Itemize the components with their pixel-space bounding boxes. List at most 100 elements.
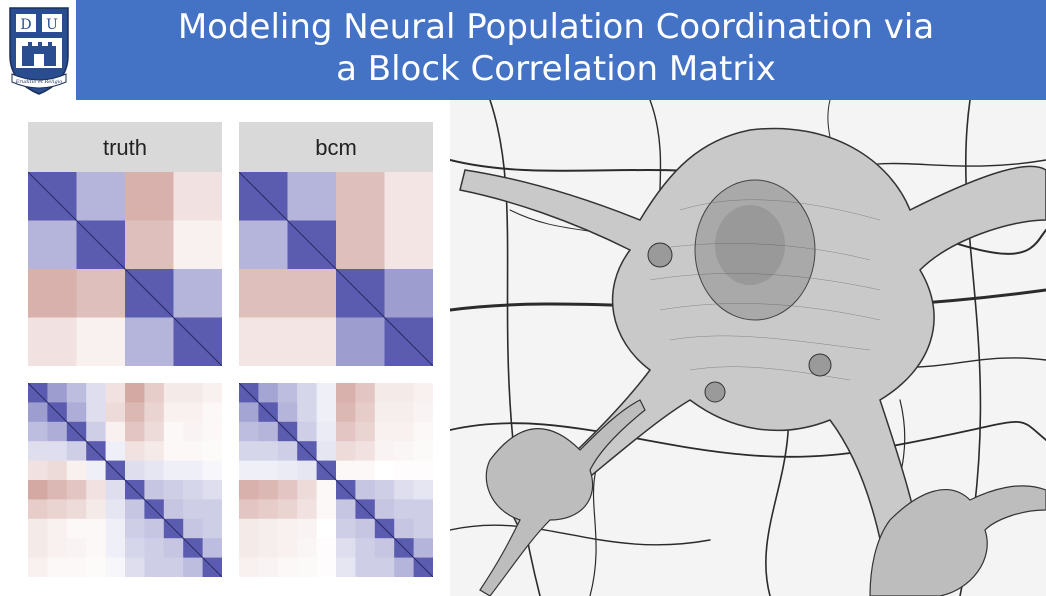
matrix-cell [105,383,126,403]
matrix-cell [287,172,337,221]
matrix-cell [374,499,395,520]
slide-title-line-2: a Block Correlation Matrix [336,49,776,89]
university-shield-logo: D U Eruditio et Religio [4,4,74,96]
matrix-cell [336,317,385,366]
matrix-cell [394,480,415,500]
matrix-cell [297,402,318,423]
matrix-cell [384,172,433,221]
matrix-cell [144,441,165,462]
matrix-cell [374,383,395,403]
matrix-cell [355,557,376,577]
matrix-cell [86,480,107,500]
matrix-diagonal [239,172,433,366]
matrix-cell [336,538,356,559]
matrix-cell [355,383,376,403]
matrix-cell [413,441,433,462]
matrix-cell [144,480,165,500]
matrix-cell [336,220,385,270]
matrix-cell [374,557,395,577]
matrix-cell [394,441,415,462]
matrix-cell [277,557,298,577]
matrix-cell [144,557,165,577]
matrix-cell [66,518,87,539]
matrix-cell [258,441,279,462]
matrix-cell [125,499,145,520]
matrix-cell [144,421,165,442]
matrix-cell [355,480,376,500]
matrix-cell [105,538,126,559]
matrix-cell [144,518,165,539]
matrix-diagonal [28,383,222,577]
matrix-cell [258,499,279,520]
matrix-cell [374,460,395,481]
matrix-cell [239,317,288,366]
matrix-cell [355,518,376,539]
matrix-cell [374,538,395,559]
matrix-cell [105,480,126,500]
matrix-cell [86,499,107,520]
matrix-cell [384,269,433,318]
matrix-cell [183,421,204,442]
truth-correlation-matrix-10x10 [28,383,222,577]
matrix-cell [47,518,68,539]
matrix-cell [66,402,87,423]
matrix-cell [105,557,126,577]
matrix-cell [355,402,376,423]
slide-title: Modeling Neural Population Coordination … [76,6,1036,90]
matrix-cell [144,402,165,423]
matrix-cell [394,383,415,403]
matrix-cell [277,383,298,403]
matrix-cell [287,269,337,318]
matrix-cell [105,421,126,442]
matrix-cell [316,441,337,462]
matrix-cell [66,383,87,403]
matrix-cell [144,460,165,481]
matrix-cell [47,421,68,442]
matrix-cell [76,172,126,221]
matrix-cell [144,538,165,559]
matrix-cell [173,172,222,221]
matrix-cell [47,538,68,559]
matrix-cell [163,402,184,423]
matrix-diagonal [239,383,433,577]
matrix-cell [76,317,126,366]
matrix-cell [28,499,48,520]
matrix-cell [28,220,77,270]
matrix-cell [316,402,337,423]
matrix-cell [316,538,337,559]
matrix-cell [277,480,298,500]
matrix-cell [125,402,145,423]
matrix-cell [173,269,222,318]
matrix-cell [28,538,48,559]
matrix-cell [125,383,145,403]
matrix-cell [86,460,107,481]
matrix-cell [355,538,376,559]
matrix-cell [297,557,318,577]
matrix-cell [183,402,204,423]
matrix-cell [125,172,174,221]
matrix-cell [163,557,184,577]
matrix-cell [374,441,395,462]
matrix-cell [183,518,204,539]
matrix-cell [374,421,395,442]
matrix-cell [394,557,415,577]
matrix-cell [316,480,337,500]
matrix-cell [76,269,126,318]
matrix-cell [202,441,222,462]
matrix-cell [394,499,415,520]
matrix-cell [277,402,298,423]
matrix-cell [163,480,184,500]
matrix-cell [336,421,356,442]
matrix-cell [413,421,433,442]
matrix-cell [239,269,288,318]
matrix-cell [239,518,259,539]
matrix-cell [86,402,107,423]
matrix-cell [413,518,433,539]
matrix-cell [202,421,222,442]
matrix-cell [374,402,395,423]
panel-header-truth: truth [28,122,222,172]
matrix-cell [66,557,87,577]
matrix-cell [173,220,222,270]
matrix-cell [28,441,48,462]
matrix-cell [297,383,318,403]
